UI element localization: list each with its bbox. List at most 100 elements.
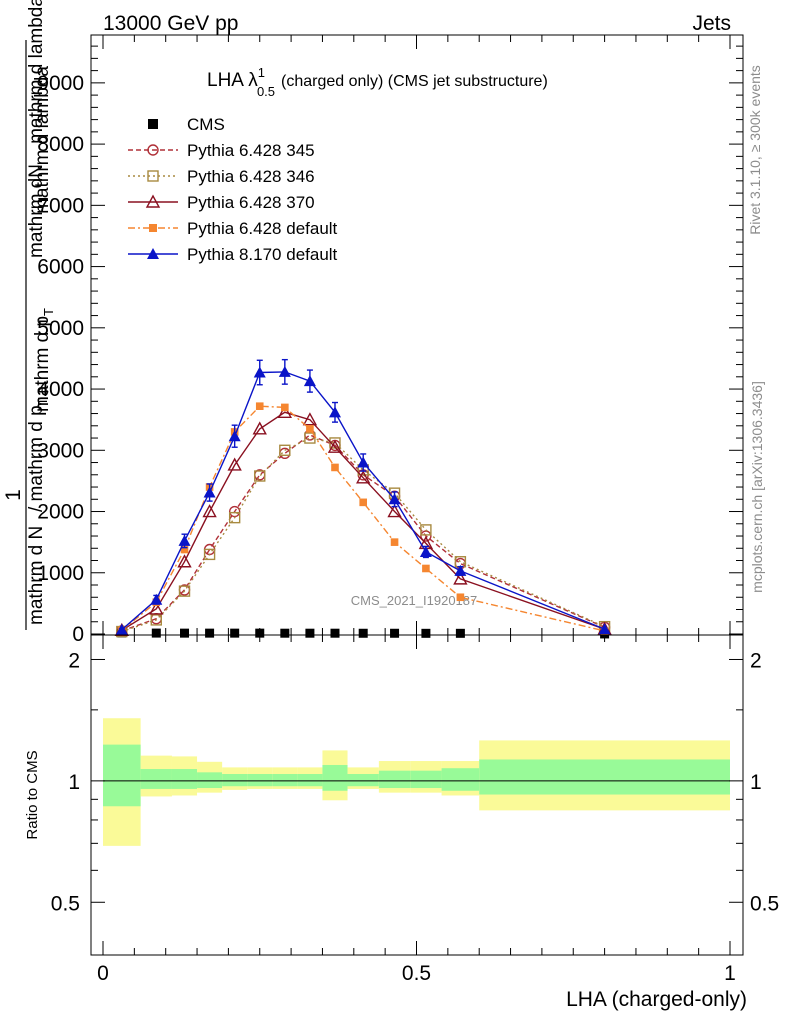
uncertainty-band-inner	[171, 769, 198, 789]
data-point	[230, 628, 240, 638]
ratio-y-tick-label: 1	[68, 771, 80, 794]
data-point	[302, 412, 318, 426]
legend-label: Pythia 6.428 346	[187, 167, 315, 186]
title-main: LHA λ	[207, 70, 258, 91]
y-tick-label: 0	[72, 623, 84, 646]
y-tick-label: 2000	[37, 501, 84, 524]
ratio-panel: 0.5 0.5 1 1 2 2 0 0.5 1 Ratio to CMS LHA (charg…	[24, 634, 779, 1011]
data-point	[149, 601, 164, 615]
data-point	[421, 628, 431, 638]
y-tick-label: 3000	[37, 439, 84, 462]
data-point	[252, 421, 267, 435]
legend-label: Pythia 6.428 default	[187, 219, 338, 238]
legend-item: Pythia 6.428 370	[128, 193, 315, 212]
data-point	[390, 628, 400, 638]
data-point	[255, 628, 265, 638]
data-point	[359, 498, 368, 507]
data-point	[148, 119, 158, 129]
uncertainty-band-inner	[410, 770, 442, 789]
main-title: LHA λ1 0.5 (charged only) (CMS jet substru…	[207, 65, 548, 99]
ylabel-rest-sub: T	[35, 397, 50, 405]
data-point	[151, 628, 161, 638]
y-tick-label: 4000	[37, 378, 84, 401]
data-point	[387, 504, 402, 518]
legend-item: CMS	[148, 115, 225, 134]
y-tick-label: 5000	[37, 317, 84, 340]
side-label-top: Rivet 3.1.10, ≥ 300k events	[747, 65, 763, 235]
uncertainty-band-inner	[441, 768, 480, 791]
uncertainty-band-inner	[197, 772, 223, 789]
legend-label: Pythia 6.428 345	[187, 141, 315, 160]
data-point	[180, 628, 190, 638]
ratio-y-tick-label: 2	[68, 649, 80, 672]
data-point	[202, 504, 217, 518]
series-line	[121, 411, 605, 631]
series-5	[115, 358, 611, 635]
data-point	[178, 534, 191, 546]
uncertainty-band-inner	[322, 764, 348, 791]
ylabel-numerator: mathrm dN	[26, 164, 47, 258]
data-point	[203, 486, 216, 498]
data-point	[279, 444, 291, 456]
ratio-y-tick-label-right: 1	[750, 771, 762, 794]
ylabel-rest2-text: mathrm d p	[32, 316, 53, 412]
x-axis-label: LHA (charged-only)	[566, 988, 747, 1011]
data-point	[358, 628, 368, 638]
y-tick-label: 7000	[37, 194, 84, 217]
legend-item: Pythia 8.170 default	[128, 245, 338, 264]
data-point	[356, 470, 371, 484]
legend-label: Pythia 8.170 default	[187, 245, 338, 264]
series-line	[121, 405, 605, 632]
title-sub: 0.5	[257, 84, 275, 99]
data-point	[303, 375, 316, 387]
ratio-y-tick-label: 0.5	[51, 892, 80, 915]
uncertainty-band-inner	[479, 759, 730, 795]
data-point	[115, 623, 128, 635]
data-point	[388, 493, 401, 505]
ratio-y-tick-label-right: 0.5	[750, 892, 779, 915]
ylabel-top: mathrm d lambda	[32, 66, 53, 214]
data-point	[254, 470, 266, 482]
uncertainty-band-inner	[272, 774, 298, 787]
ylabel-rest-text: / mathrm d p	[26, 405, 47, 512]
data-point	[454, 564, 467, 576]
data-point	[253, 366, 266, 378]
data-point	[357, 456, 370, 468]
ylabel-rest2: mathrm d pT	[32, 308, 56, 412]
side-label-bottom: mcplots.cern.ch [arXiv:1306.3436]	[749, 381, 765, 593]
y-tick-label: 9000	[37, 72, 84, 95]
data-point	[420, 530, 432, 542]
ratio-x-axis: 0 0.5 1	[97, 635, 736, 985]
data-point	[147, 248, 159, 259]
x-tick-label: 1	[724, 962, 736, 985]
ylabel-fraction-den: mathrm d N	[26, 526, 47, 625]
uncertainty-band-inner	[222, 774, 248, 787]
legend-item: Pythia 6.428 346	[128, 167, 315, 186]
data-point	[145, 194, 161, 208]
ratio-y-tick-label-right: 2	[750, 649, 762, 672]
ratio-uncertainty-bands	[103, 718, 730, 846]
data-point	[327, 439, 343, 453]
y-tick-label: 8000	[37, 133, 84, 156]
y-tick-label: 1000	[37, 562, 84, 585]
data-point	[227, 457, 242, 471]
main-panel: 0 1000 2000 3000 4000 5000 6000 7000 8000 9000 CM…	[2, 0, 744, 646]
ylabel-rest3: mathrm d lambda	[26, 0, 47, 144]
legend-item: Pythia 6.428 default	[128, 219, 338, 238]
data-point	[453, 571, 468, 585]
data-point	[150, 614, 162, 626]
ratio-y-label: Ratio to CMS	[24, 750, 41, 839]
ylabel-rest: / mathrm d pT	[26, 397, 50, 512]
data-point	[150, 593, 163, 605]
title-sup: 1	[258, 65, 265, 80]
data-point	[255, 402, 264, 410]
series-0	[117, 628, 610, 639]
data-point	[149, 224, 157, 232]
main-y-axis: 0 1000 2000 3000 4000 5000 6000 7000 8000 9000	[37, 45, 743, 646]
data-point	[456, 593, 465, 602]
data-point	[180, 545, 189, 554]
data-point	[147, 144, 159, 156]
uncertainty-band-inner	[297, 774, 323, 787]
uncertainty-band-inner	[140, 769, 172, 789]
